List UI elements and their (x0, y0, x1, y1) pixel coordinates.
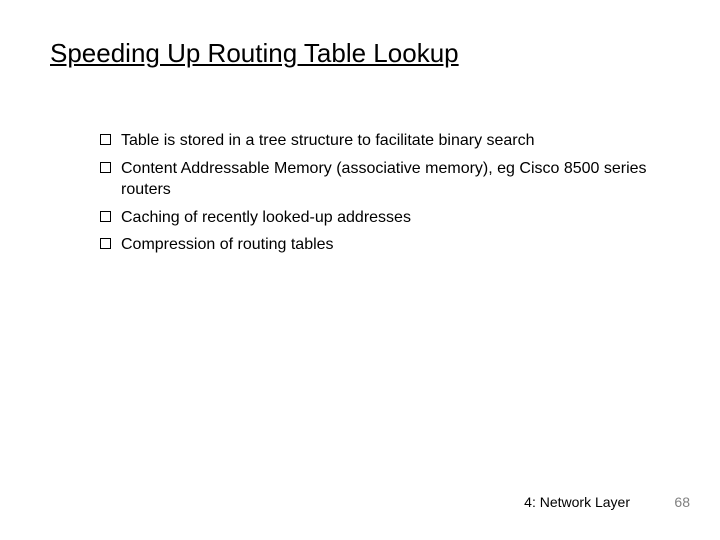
bullet-text: Compression of routing tables (121, 234, 660, 256)
bullet-text: Caching of recently looked-up addresses (121, 207, 660, 229)
list-item: Content Addressable Memory (associative … (100, 158, 660, 201)
square-icon (100, 162, 111, 173)
list-item: Compression of routing tables (100, 234, 660, 256)
list-item: Caching of recently looked-up addresses (100, 207, 660, 229)
bullet-text: Content Addressable Memory (associative … (121, 158, 660, 201)
square-icon (100, 238, 111, 249)
bullet-text: Table is stored in a tree structure to f… (121, 130, 660, 152)
slide-title: Speeding Up Routing Table Lookup (50, 38, 459, 69)
bullet-list: Table is stored in a tree structure to f… (100, 130, 660, 262)
page-number: 68 (674, 494, 690, 510)
list-item: Table is stored in a tree structure to f… (100, 130, 660, 152)
square-icon (100, 134, 111, 145)
square-icon (100, 211, 111, 222)
slide: Speeding Up Routing Table Lookup Table i… (0, 0, 720, 540)
footer-label: 4: Network Layer (524, 494, 630, 510)
